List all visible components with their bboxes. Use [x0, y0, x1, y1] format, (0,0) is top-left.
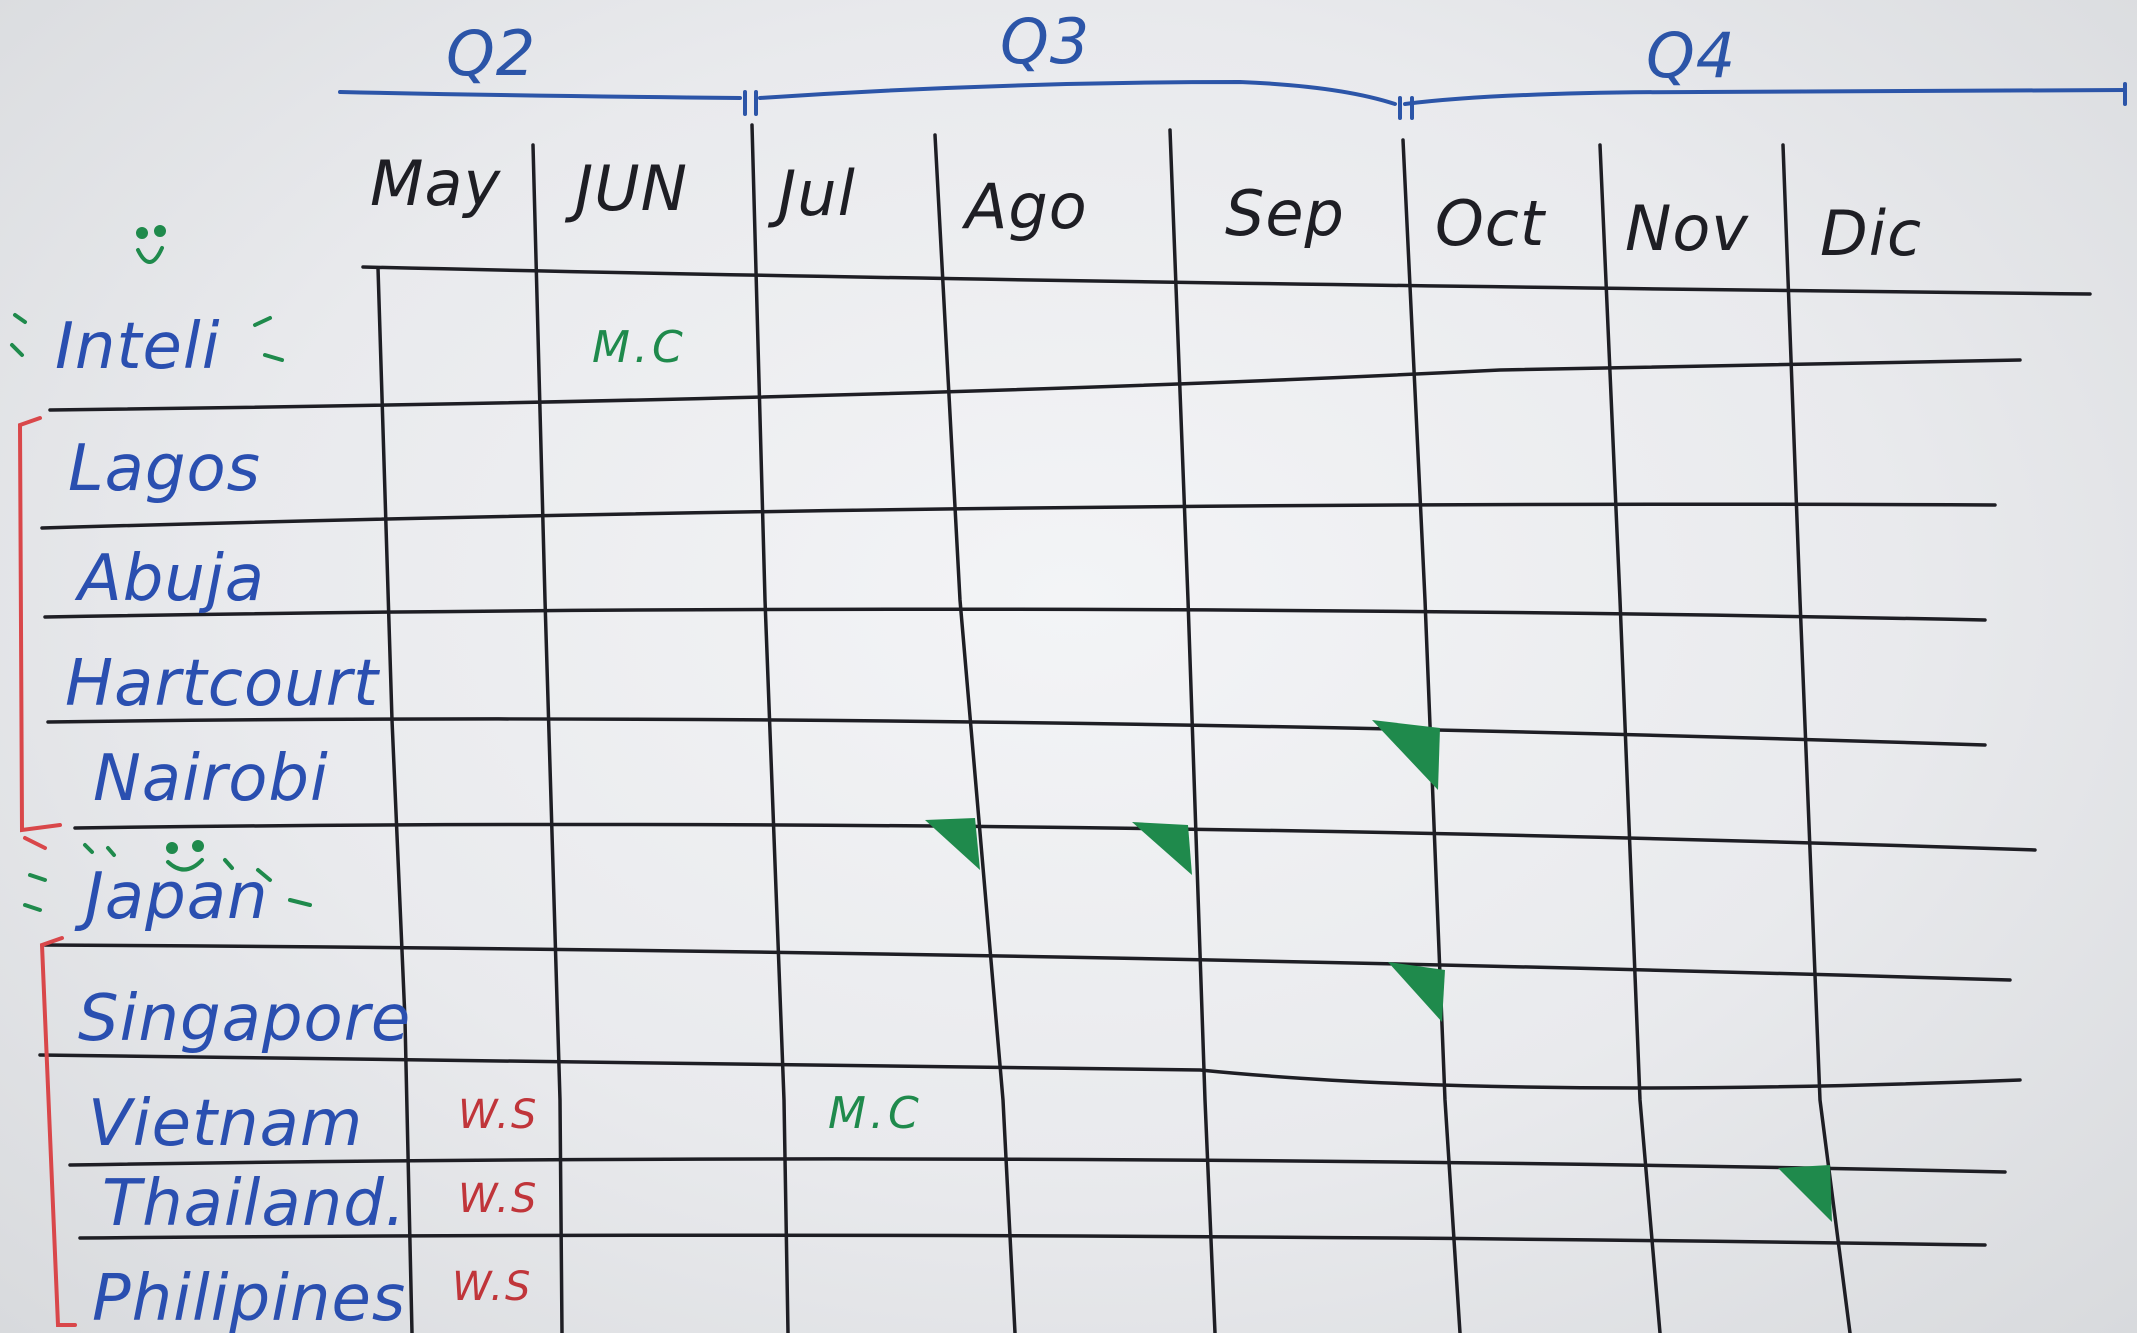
quarter-label-q3: Q3 [1000, 5, 1090, 78]
shaded-triangle-icon [1132, 822, 1192, 875]
cell-note-philipines-may: W.S [452, 1264, 532, 1310]
milestone-markers [925, 720, 1832, 1222]
row-label-abuja: Abuja [74, 542, 265, 616]
row-label-inteli: Inteli [55, 310, 220, 384]
row-label-hartcourt: Hartcourt [65, 647, 381, 721]
quarter-label-q2: Q2 [446, 17, 536, 90]
cell-note-vietnam-jul: M.C [828, 1088, 923, 1139]
group-brackets [17, 416, 77, 1327]
sparkle-marks [10, 313, 312, 912]
cell-note-thailand-may: W.S [458, 1176, 538, 1222]
month-headers: May JUN Jul Ago Sep Oct Nov Dic [370, 147, 1922, 270]
month-header-oct: Oct [1435, 187, 1547, 260]
cell-note-vietnam-may: W.S [458, 1092, 538, 1138]
row-label-japan: Japan [74, 860, 269, 934]
row-label-philipines: Philipines [92, 1262, 406, 1333]
month-header-may: May [370, 147, 501, 220]
row-label-lagos: Lagos [68, 432, 261, 506]
month-header-ago: Ago [961, 170, 1088, 243]
shaded-triangle-icon [925, 818, 980, 870]
shaded-triangle-icon [1372, 720, 1440, 790]
grid-horizontal-lines [38, 265, 2092, 1247]
row-label-singapore: Singapore [78, 982, 411, 1056]
bracket-africa [17, 416, 62, 833]
quarter-label-q4: Q4 [1646, 19, 1736, 92]
grid-vertical-lines [376, 123, 1852, 1333]
bracket-asia [39, 936, 77, 1327]
smiley-face-icon [166, 840, 204, 872]
row-label-nairobi: Nairobi [93, 742, 329, 816]
month-header-nov: Nov [1625, 192, 1749, 265]
month-header-dic: Dic [1820, 197, 1922, 270]
row-label-thailand: Thailand. [102, 1167, 406, 1241]
month-header-jun: JUN [564, 152, 688, 225]
row-labels: Inteli Lagos Abuja Hartcourt Nairobi Jap… [55, 310, 411, 1333]
month-header-jul: Jul [767, 157, 856, 230]
shaded-triangle-icon [1778, 1165, 1832, 1222]
shaded-triangle-icon [1388, 962, 1445, 1022]
quarter-timeline [338, 79, 2127, 120]
month-header-sep: Sep [1225, 177, 1345, 250]
row-label-vietnam: Vietnam [88, 1087, 363, 1161]
smiley-face-icon [136, 225, 166, 264]
cell-note-inteli-jun: M.C [592, 322, 687, 373]
